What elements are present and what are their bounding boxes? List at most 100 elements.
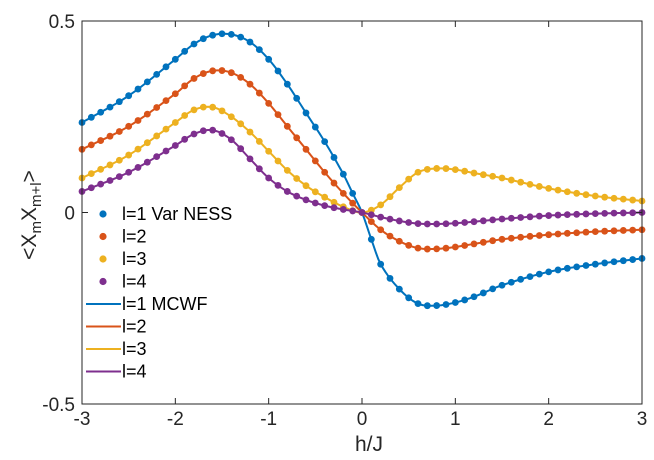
legend-label: l=2	[122, 227, 147, 247]
series-3-marker	[554, 186, 562, 194]
series-4-marker	[358, 209, 366, 216]
series-line-3	[81, 105, 643, 214]
series-4-marker	[451, 219, 459, 227]
series-2-marker	[461, 242, 469, 249]
series-3-marker	[283, 166, 291, 174]
series-1-marker	[255, 46, 263, 54]
series-2-marker	[479, 238, 487, 246]
series-1-marker	[87, 113, 95, 121]
series-3-marker	[162, 125, 170, 133]
series-3-marker	[489, 172, 497, 180]
series-4-marker	[461, 219, 469, 226]
series-3-marker	[451, 166, 459, 174]
series-1-marker	[442, 301, 450, 308]
series-4-marker	[573, 210, 581, 218]
series-1-marker	[246, 38, 254, 46]
series-1-marker	[190, 40, 198, 48]
series-3-marker	[218, 107, 226, 115]
series-1-marker	[591, 260, 599, 268]
series-3-marker	[423, 165, 431, 173]
series-2-marker	[349, 199, 357, 207]
series-2-marker	[153, 104, 161, 111]
series-3-marker	[629, 196, 637, 204]
legend-label: l=3	[122, 249, 147, 269]
series-1-marker	[619, 257, 627, 265]
series-3-marker	[246, 128, 254, 136]
series-4-marker	[265, 174, 273, 182]
series-3-marker	[395, 184, 403, 192]
series-3-marker	[479, 171, 487, 179]
series-2-marker	[143, 110, 151, 118]
series-3-marker	[274, 157, 282, 165]
series-2-marker	[181, 82, 189, 90]
series-4-marker	[134, 164, 142, 171]
series-2-marker	[97, 137, 105, 144]
series-3-marker	[470, 169, 478, 177]
series-1-marker	[199, 35, 207, 43]
series-line-1	[81, 32, 643, 307]
x-tick-label: -2	[167, 409, 184, 430]
series-1-marker	[517, 275, 525, 283]
series-2-marker	[302, 145, 310, 153]
series-3-marker	[582, 191, 590, 199]
series-2-marker	[274, 111, 282, 118]
axes-layer: -3 -2 -1 0 1 2 3 -0.5 0 0.5	[42, 12, 647, 430]
series-1-marker	[227, 31, 235, 38]
series-1-marker	[423, 302, 431, 310]
series-2-marker	[610, 227, 618, 235]
series-1-marker	[274, 67, 282, 75]
series-3-marker	[563, 188, 571, 196]
series-1-marker	[395, 285, 403, 293]
series-1-marker	[535, 270, 543, 278]
series-3-marker	[227, 113, 235, 121]
series-3-marker	[377, 201, 385, 209]
series-1-marker	[498, 281, 506, 289]
series-4-marker	[190, 130, 198, 138]
series-2-marker	[87, 141, 95, 149]
series-3-marker	[507, 176, 515, 184]
series-3-marker	[321, 193, 329, 201]
series-1-marker	[545, 268, 553, 276]
series-1-marker	[134, 85, 142, 93]
series-2-marker	[507, 234, 515, 242]
series-1-marker	[153, 70, 161, 78]
series-4-marker	[405, 219, 413, 226]
series-3-marker	[573, 189, 581, 197]
series-2-marker	[405, 241, 413, 249]
series-4-marker	[582, 210, 590, 218]
series-4-marker	[339, 206, 347, 213]
series-4-marker	[199, 127, 207, 135]
series-3-marker	[442, 165, 450, 172]
y-tick-label: 0.5	[49, 12, 75, 33]
series-4-marker	[321, 202, 329, 210]
series-1-marker	[311, 123, 319, 131]
series-2-marker	[367, 218, 375, 226]
series-4-marker	[629, 209, 637, 217]
series-2-marker	[246, 80, 254, 88]
series-2-marker	[582, 228, 590, 236]
series-3-marker	[237, 120, 245, 128]
series-4-marker	[283, 188, 291, 195]
series-3-marker	[125, 151, 133, 159]
series-4-marker	[153, 153, 161, 161]
series-4-marker	[526, 213, 534, 221]
series-3-marker	[405, 175, 413, 183]
legend-label: l=2	[122, 317, 147, 337]
series-2-marker	[619, 227, 627, 234]
legend-marker-4	[99, 277, 107, 286]
series-1-marker	[610, 258, 618, 266]
series-3-marker	[610, 194, 618, 202]
legend-label: l=4	[122, 272, 147, 292]
series-1-marker	[209, 31, 217, 39]
y-tick-label: -0.5	[42, 395, 75, 416]
series-2-marker	[573, 229, 581, 237]
series-4-marker	[227, 136, 235, 144]
series-3-marker	[517, 178, 525, 186]
series-3-marker	[414, 168, 422, 176]
series-1-marker	[629, 256, 637, 263]
series-4-marker	[423, 220, 431, 228]
series-4-marker	[489, 216, 497, 224]
legend-marker-1	[99, 210, 107, 218]
series-2-marker	[554, 230, 562, 238]
